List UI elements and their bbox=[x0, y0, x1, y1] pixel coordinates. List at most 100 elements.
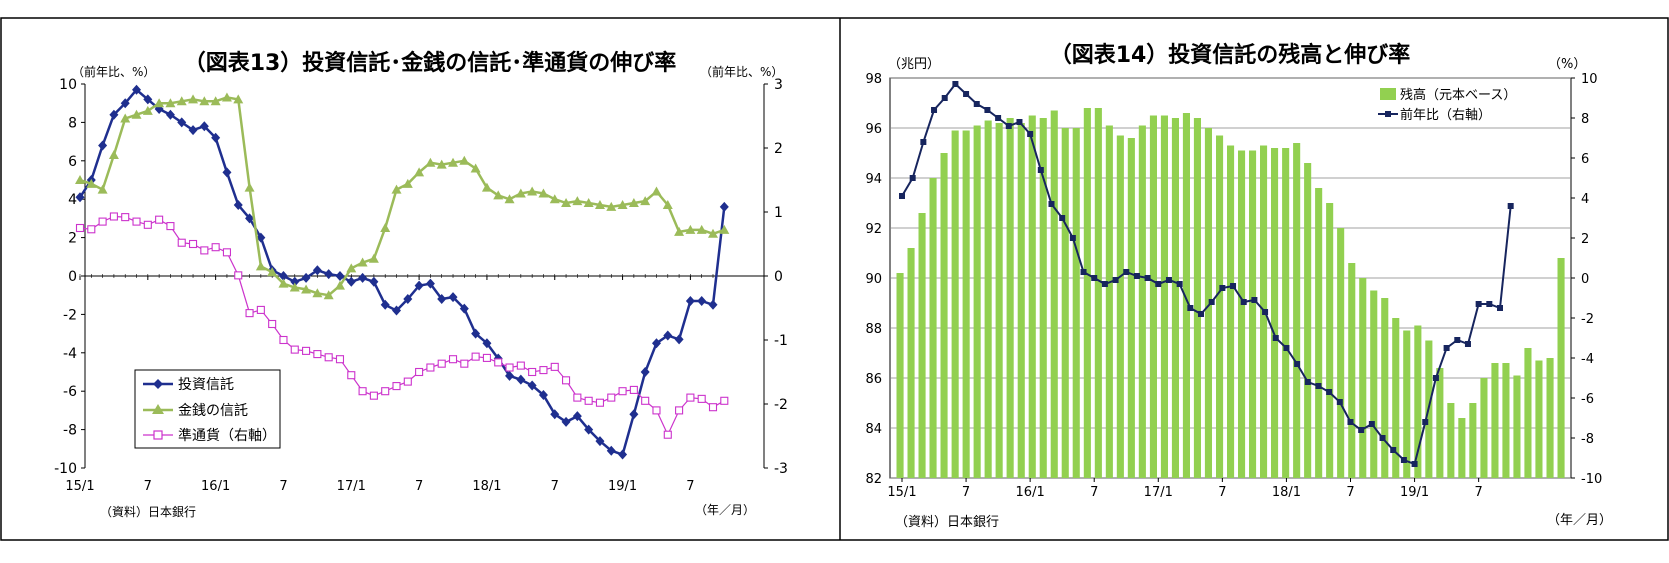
chart14-left-tick-label: 82 bbox=[865, 472, 882, 487]
chart13-point-0 bbox=[312, 265, 322, 276]
chart14-point bbox=[1443, 345, 1450, 351]
chart13-point-2 bbox=[675, 406, 684, 415]
chart13-point-1 bbox=[221, 92, 232, 102]
chart13-left-tick-label: -6 bbox=[63, 384, 77, 400]
chart14-left-tick-label: 86 bbox=[865, 372, 882, 387]
chart13-x-tick-label: 19/1 bbox=[608, 479, 637, 494]
chart13-point-1 bbox=[289, 282, 300, 292]
chart13-point-2 bbox=[460, 359, 469, 368]
chart14-bar bbox=[918, 213, 926, 478]
chart14-bar bbox=[1403, 330, 1411, 478]
chart13-point-0 bbox=[188, 125, 198, 136]
chart13-point-0 bbox=[143, 94, 153, 105]
chart13-point-2 bbox=[720, 396, 729, 405]
chart13-point-0 bbox=[550, 409, 560, 420]
chart13-point-0 bbox=[324, 269, 334, 280]
chart13-point-0 bbox=[245, 213, 255, 224]
chart14-point bbox=[1262, 309, 1269, 315]
chart13-point-0 bbox=[584, 424, 594, 435]
chart13-left-tick-label: 6 bbox=[68, 154, 77, 170]
chart14-point bbox=[1326, 389, 1333, 395]
chart14-point bbox=[1198, 311, 1204, 317]
chart14-point bbox=[1027, 131, 1034, 137]
chart13-point-1 bbox=[357, 257, 368, 267]
chart13-point-0 bbox=[403, 294, 413, 305]
chart13-point-0 bbox=[392, 305, 401, 316]
chart14-left-tick-label: 98 bbox=[865, 72, 882, 87]
chart13-x-tick-label: 7 bbox=[144, 479, 152, 494]
chart13-point-1 bbox=[142, 105, 153, 115]
chart13-point-2 bbox=[528, 367, 537, 377]
chart14-bar bbox=[1469, 403, 1477, 478]
chart13-point-0 bbox=[301, 272, 311, 283]
chart14-x-tick-label: 18/1 bbox=[1272, 485, 1301, 500]
chart14-point bbox=[1283, 345, 1290, 351]
chart13-x-tick-label: 7 bbox=[415, 479, 423, 494]
chart14-bar bbox=[1370, 290, 1378, 478]
chart14-point bbox=[1230, 283, 1237, 289]
chart14-point bbox=[1251, 297, 1258, 303]
triangle-marker-icon bbox=[152, 404, 164, 414]
chart14-bar bbox=[1348, 263, 1356, 478]
chart13-point-2 bbox=[663, 430, 672, 439]
chart14-x-tick-label: 7 bbox=[1475, 485, 1483, 500]
chart14-bar bbox=[1293, 143, 1301, 478]
chart13-point-0 bbox=[651, 338, 661, 349]
chart14-point bbox=[931, 107, 938, 113]
chart13-point-0 bbox=[674, 334, 684, 345]
chart14-legend-label-0: 残高（元本ベース） bbox=[1400, 87, 1516, 103]
chart13-point-0 bbox=[663, 330, 673, 341]
chart14-point bbox=[1336, 399, 1343, 405]
chart14-bar bbox=[1050, 110, 1058, 478]
chart14-bar bbox=[1017, 123, 1025, 478]
chart13-point-1 bbox=[120, 113, 131, 123]
chart13-point-2 bbox=[686, 393, 695, 402]
chart13-point-2 bbox=[708, 403, 718, 412]
chart13-point-0 bbox=[482, 338, 492, 349]
chart14-point bbox=[1187, 305, 1194, 311]
chart13-point-2 bbox=[573, 393, 582, 402]
chart13-point-2 bbox=[347, 371, 356, 380]
chart13-left-tick-label: 2 bbox=[68, 231, 77, 247]
chart13-point-1 bbox=[515, 188, 526, 198]
chart13-point-1 bbox=[165, 98, 176, 108]
chart13-point-2 bbox=[211, 243, 220, 252]
chart14-bar bbox=[1039, 118, 1047, 478]
chart13-point-0 bbox=[595, 436, 605, 447]
chart13-point-0 bbox=[335, 271, 345, 281]
chart14-right-tick-label: -2 bbox=[1581, 312, 1594, 327]
chart13-point-1 bbox=[708, 228, 718, 238]
chart14-x-unit: （年／月） bbox=[1547, 513, 1612, 528]
chart13-point-1 bbox=[696, 224, 707, 234]
chart13-point-1 bbox=[154, 98, 165, 108]
chart14-right-tick-label: 0 bbox=[1581, 272, 1589, 287]
chart14-bar bbox=[1249, 150, 1257, 478]
chart14-bar bbox=[1061, 128, 1069, 478]
chart14-bar bbox=[951, 130, 959, 478]
chart13-point-2 bbox=[121, 213, 130, 222]
chart14-title: （図表14）投資信託の残高と伸び率 bbox=[1050, 42, 1411, 68]
chart14-left-tick-label: 96 bbox=[865, 122, 882, 137]
chart13-point-2 bbox=[482, 353, 491, 362]
chart14-legend-swatch-0 bbox=[1380, 88, 1396, 100]
chart13-source: （資料）日本銀行 bbox=[100, 505, 196, 519]
chart13-series-line-1 bbox=[79, 96, 725, 297]
chart13-title: （図表13）投資信託･金銭の信託･準通貨の伸び率 bbox=[184, 50, 677, 76]
chart14-point bbox=[1475, 301, 1482, 307]
chart14-point bbox=[1315, 383, 1322, 389]
chart14-x-tick-label: 17/1 bbox=[1144, 485, 1173, 500]
chart13-point-1 bbox=[628, 198, 639, 208]
chart13-point-1 bbox=[436, 159, 447, 169]
chart13-point-1 bbox=[414, 167, 425, 177]
chart14-bar bbox=[1282, 148, 1290, 478]
chart14-point bbox=[973, 101, 980, 107]
chart14-point bbox=[1422, 419, 1429, 425]
chart13-point-1 bbox=[662, 199, 673, 209]
chart13-x-tick-label: 16/1 bbox=[201, 479, 230, 494]
chart13-point-1 bbox=[210, 96, 221, 106]
chart13-point-0 bbox=[211, 132, 221, 143]
chart13-point-2 bbox=[132, 217, 141, 226]
chart13-point-2 bbox=[358, 387, 367, 396]
chart13-point-2 bbox=[403, 377, 412, 386]
chart14-bar bbox=[973, 125, 981, 478]
